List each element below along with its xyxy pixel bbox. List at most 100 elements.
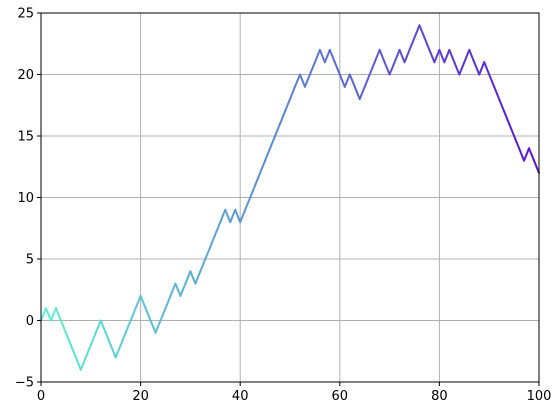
line-segment xyxy=(64,331,72,347)
line-segment xyxy=(403,48,411,64)
line-segment xyxy=(284,98,291,113)
line-segment xyxy=(388,61,396,76)
line-segment xyxy=(498,98,506,113)
line-segment xyxy=(368,61,376,76)
x-tick-label: 40 xyxy=(232,389,249,404)
line-segment xyxy=(114,344,122,359)
line-segment xyxy=(433,48,441,64)
line-segment xyxy=(473,61,481,76)
line-segment xyxy=(398,48,406,64)
line-segment xyxy=(244,196,252,211)
line-segment xyxy=(289,85,296,101)
y-tick-label: 15 xyxy=(17,130,34,145)
line-segment xyxy=(239,208,247,224)
x-tick-label: 0 xyxy=(37,389,45,404)
line-segment xyxy=(303,73,311,88)
line-segment xyxy=(493,85,501,101)
line-segment xyxy=(149,319,157,334)
line-segment xyxy=(249,184,257,199)
line-segment xyxy=(54,307,62,322)
line-segment xyxy=(169,282,177,297)
line-segment xyxy=(159,307,167,322)
line-segment xyxy=(139,294,147,310)
line-segment xyxy=(219,208,227,224)
line-segment xyxy=(513,135,521,150)
line-segment xyxy=(383,61,391,76)
line-segment xyxy=(164,294,172,310)
x-tick-label: 80 xyxy=(431,389,448,404)
line-segment xyxy=(338,73,346,88)
line-segment xyxy=(119,331,127,347)
x-tick-label: 100 xyxy=(527,389,552,404)
line-segment xyxy=(229,208,237,224)
line-segment xyxy=(40,307,47,322)
line-segment xyxy=(194,270,202,285)
line-segment xyxy=(234,208,242,224)
line-segment xyxy=(74,356,82,371)
x-tick-label: 60 xyxy=(332,389,349,404)
line-segment xyxy=(99,319,107,334)
y-axis-ticks: −5 0 5 10 15 20 25 xyxy=(15,7,41,391)
y-tick-label: 25 xyxy=(17,7,34,22)
line-segment xyxy=(483,61,491,76)
line-segment xyxy=(328,48,336,64)
line-segment xyxy=(79,356,87,371)
line-segment xyxy=(408,36,416,51)
line-segment xyxy=(144,307,152,322)
line-segment xyxy=(224,208,232,224)
line-segment xyxy=(363,73,371,88)
line-segment xyxy=(378,48,386,64)
line-segment xyxy=(184,270,192,285)
line-segment xyxy=(274,122,282,137)
line-segment xyxy=(214,221,222,236)
line-segment xyxy=(254,171,262,187)
grid xyxy=(41,13,539,382)
line-segment xyxy=(488,73,496,88)
line-segment xyxy=(59,319,67,334)
line-segment xyxy=(279,110,287,125)
line-segment xyxy=(353,85,361,101)
y-tick-label: −5 xyxy=(15,376,34,391)
line-segment xyxy=(308,61,316,76)
line-segment xyxy=(443,48,451,64)
line-segment xyxy=(458,61,466,76)
line-segment xyxy=(199,258,207,273)
line-segment xyxy=(318,48,326,64)
line-segment xyxy=(463,48,471,64)
line-segment xyxy=(179,282,187,297)
line-segment xyxy=(393,48,401,64)
line-segment xyxy=(124,319,132,334)
data-line xyxy=(40,24,540,371)
line-segment xyxy=(428,48,436,64)
line-segment xyxy=(518,147,526,162)
y-tick-label: 5 xyxy=(26,253,34,268)
line-segment xyxy=(49,307,57,322)
line-segment xyxy=(528,147,536,162)
y-tick-label: 0 xyxy=(26,314,34,329)
line-segment xyxy=(358,85,366,101)
line-segment xyxy=(154,319,162,334)
line-segment xyxy=(259,159,267,174)
line-segment xyxy=(533,159,540,174)
line-segment xyxy=(189,270,197,285)
line-segment xyxy=(373,48,381,64)
line-segment xyxy=(478,61,486,76)
line-segment xyxy=(298,73,306,88)
line-segment xyxy=(323,48,331,64)
line-segment xyxy=(109,344,117,359)
line-segment xyxy=(204,245,212,260)
line-segment xyxy=(44,307,52,322)
line-segment xyxy=(343,73,351,88)
line-segment xyxy=(293,73,301,88)
line-segment xyxy=(448,48,456,64)
line-segment xyxy=(523,147,531,162)
line-segment xyxy=(129,307,137,322)
line-segment xyxy=(264,147,272,162)
line-segment xyxy=(84,344,92,359)
line-segment xyxy=(468,48,476,64)
line-segment xyxy=(348,73,356,88)
line-segment xyxy=(134,294,142,310)
line-segment xyxy=(508,122,516,137)
line-segment xyxy=(89,331,97,347)
